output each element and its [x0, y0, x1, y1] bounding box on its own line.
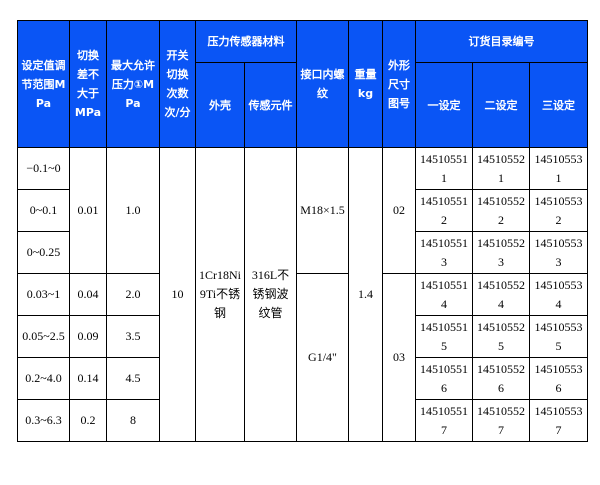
- table-row: 0.3~6.3 0.2 8 145105517 145105527 145105…: [17, 399, 588, 442]
- header-weight: 重量kg: [348, 20, 383, 148]
- header-cycles: 开关切换次数次/分: [159, 20, 196, 148]
- header-setting-3: 三设定: [529, 62, 588, 148]
- max-pressure-cell: 4.5: [106, 357, 160, 400]
- max-pressure-cell: 3.5: [106, 315, 160, 358]
- table-row: 0.05~2.5 0.09 3.5 145105515 145105525 14…: [17, 315, 588, 358]
- order-code-1: 145105512: [415, 189, 473, 232]
- weight-cell: 1.4: [348, 147, 383, 442]
- range-cell: 0.05~2.5: [17, 315, 70, 358]
- range-cell: −0.1~0: [17, 147, 70, 190]
- shell-cell: 1Cr18Ni9Ti不锈钢: [195, 147, 245, 442]
- max-pressure-cell: 1.0: [106, 147, 160, 274]
- thread-cell: M18×1.5: [296, 147, 349, 274]
- diff-cell: 0.01: [69, 147, 107, 274]
- header-order: 订货目录编号: [415, 20, 588, 63]
- header-element: 传感元件: [244, 62, 297, 148]
- order-code-2: 145105523: [472, 231, 530, 274]
- order-code-2: 145105525: [472, 315, 530, 358]
- cycles-cell: 10: [159, 147, 196, 442]
- max-pressure-cell: 2.0: [106, 273, 160, 316]
- header-setting-2: 二设定: [472, 62, 530, 148]
- range-cell: 0.03~1: [17, 273, 70, 316]
- order-code-1: 145105516: [415, 357, 473, 400]
- product-spec-table: 设定值调节范围MPa 切换差不大于MPa 最大允许压力①MPa 开关切换次数次/…: [17, 20, 588, 442]
- max-pressure-cell: 8: [106, 399, 160, 442]
- table-row: 0.03~1 0.04 2.0 G1/4" 03 145105514 14510…: [17, 273, 588, 442]
- diff-cell: 0.09: [69, 315, 107, 358]
- order-code-2: 145105522: [472, 189, 530, 232]
- order-code-3: 145105532: [529, 189, 588, 232]
- order-code-3: 145105533: [529, 231, 588, 274]
- order-code-3: 145105534: [529, 273, 588, 316]
- header-setting-1: 一设定: [415, 62, 473, 148]
- order-code-2: 145105527: [472, 399, 530, 442]
- dimension-cell: 02: [382, 147, 416, 274]
- diff-cell: 0.04: [69, 273, 107, 316]
- dimension-cell: 03: [382, 273, 416, 442]
- table-row: 0.2~4.0 0.14 4.5 145105516 145105526 145…: [17, 357, 588, 400]
- element-cell: 316L不锈钢波纹管: [244, 147, 297, 442]
- range-cell: 0~0.1: [17, 189, 70, 232]
- order-code-2: 145105521: [472, 147, 530, 190]
- order-code-3: 145105537: [529, 399, 588, 442]
- range-cell: 0.2~4.0: [17, 357, 70, 400]
- table-row: 0~0.25 145105513 145105523 145105533: [17, 231, 588, 274]
- header-diff: 切换差不大于MPa: [69, 20, 107, 148]
- order-code-1: 145105513: [415, 231, 473, 274]
- order-code-2: 145105526: [472, 357, 530, 400]
- header-max-pressure: 最大允许压力①MPa: [106, 20, 160, 148]
- diff-cell: 0.14: [69, 357, 107, 400]
- range-cell: 0~0.25: [17, 231, 70, 274]
- header-thread: 接口内螺纹: [296, 20, 349, 148]
- order-code-1: 145105517: [415, 399, 473, 442]
- diff-cell: 0.2: [69, 399, 107, 442]
- range-cell: 0.3~6.3: [17, 399, 70, 442]
- table-row: −0.1~0 0.01 1.0 10 1Cr18Ni9Ti不锈钢 316L不锈钢…: [17, 147, 588, 442]
- order-code-1: 145105511: [415, 147, 473, 190]
- header-material: 压力传感器材料: [195, 20, 297, 63]
- order-code-2: 145105524: [472, 273, 530, 316]
- header-dimension: 外形尺寸图号: [382, 20, 416, 148]
- header-range: 设定值调节范围MPa: [17, 20, 70, 148]
- order-code-3: 145105531: [529, 147, 588, 190]
- header-shell: 外壳: [195, 62, 245, 148]
- thread-cell: G1/4": [296, 273, 349, 442]
- table-row: 0~0.1 145105512 145105522 145105532: [17, 189, 588, 232]
- order-code-3: 145105536: [529, 357, 588, 400]
- order-code-1: 145105515: [415, 315, 473, 358]
- order-code-3: 145105535: [529, 315, 588, 358]
- order-code-1: 145105514: [415, 273, 473, 316]
